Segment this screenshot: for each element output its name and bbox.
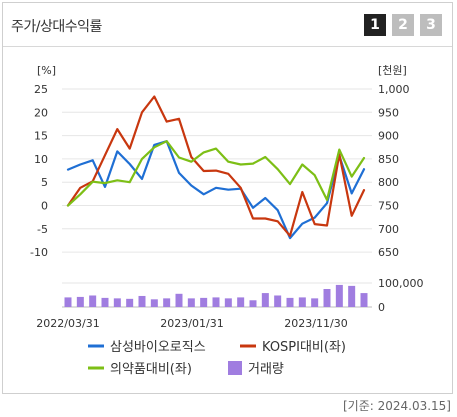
legend-label-volume: 거래량 bbox=[248, 362, 284, 377]
series-line-industry bbox=[66, 140, 366, 207]
right-tick-label: 750 bbox=[378, 200, 399, 213]
left-tick-label: 15 bbox=[34, 130, 48, 143]
tab-3[interactable]: 3 bbox=[420, 14, 442, 36]
legend-label-industry: 의약품대비(좌) bbox=[110, 362, 192, 377]
left-tick-label: 5 bbox=[41, 176, 48, 189]
volume-bar bbox=[113, 298, 121, 307]
left-tick-label: 0 bbox=[41, 200, 48, 213]
volume-bar bbox=[298, 297, 306, 307]
volume-bar bbox=[175, 293, 183, 307]
volume-bar bbox=[360, 293, 368, 307]
left-tick-label: 10 bbox=[34, 153, 48, 166]
volume-tick-label: 100,000 bbox=[378, 277, 424, 290]
volume-bar bbox=[348, 285, 356, 307]
volume-bar bbox=[126, 298, 134, 307]
volume-bar bbox=[76, 296, 84, 307]
right-tick-label: 650 bbox=[378, 246, 399, 259]
volume-bar bbox=[224, 298, 232, 307]
legend-label-kospi: KOSPI대비(좌) bbox=[262, 340, 346, 355]
volume-bar bbox=[274, 295, 282, 307]
volume-bar bbox=[261, 293, 269, 307]
series-line-stock bbox=[66, 140, 366, 240]
volume-bar bbox=[249, 300, 257, 307]
volume-bar bbox=[163, 298, 171, 307]
right-tick-label: 950 bbox=[378, 106, 399, 119]
base-date: [기준: 2024.03.15] bbox=[342, 399, 451, 413]
volume-bar bbox=[212, 297, 220, 307]
volume-bar bbox=[64, 297, 72, 307]
panel-header: 주가/상대수익률 1 2 3 bbox=[3, 3, 452, 47]
legend-label-stock: 삼성바이오로직스 bbox=[110, 340, 206, 355]
left-axis-unit: [%] bbox=[37, 64, 56, 77]
right-tick-label: 850 bbox=[378, 153, 399, 166]
left-tick-label: 20 bbox=[34, 106, 48, 119]
right-axis-unit: [천원] bbox=[378, 63, 407, 77]
volume-bar bbox=[335, 284, 343, 307]
x-tick-label: 2023/11/30 bbox=[284, 317, 347, 330]
volume-bar bbox=[237, 297, 245, 307]
tab-1[interactable]: 1 bbox=[364, 14, 386, 36]
volume-bar bbox=[138, 295, 146, 307]
panel-title: 주가/상대수익률 bbox=[11, 19, 102, 35]
volume-bar bbox=[101, 297, 109, 307]
volume-bar bbox=[311, 298, 319, 307]
right-tick-label: 800 bbox=[378, 176, 399, 189]
volume-bar bbox=[200, 297, 208, 307]
x-tick-label: 2023/01/31 bbox=[160, 317, 223, 330]
legend-swatch-volume bbox=[228, 361, 242, 375]
left-tick-label: -10 bbox=[30, 246, 48, 259]
series-line-kospi bbox=[66, 95, 366, 237]
right-tick-label: 1,000 bbox=[378, 83, 410, 96]
tab-2[interactable]: 2 bbox=[392, 14, 414, 36]
volume-bar bbox=[323, 289, 331, 307]
x-tick-label: 2022/03/31 bbox=[36, 317, 99, 330]
left-tick-label: 25 bbox=[34, 83, 48, 96]
volume-tick-label: 0 bbox=[378, 301, 385, 314]
right-tick-label: 700 bbox=[378, 223, 399, 236]
volume-bar bbox=[150, 299, 158, 307]
volume-bar bbox=[89, 295, 97, 307]
volume-bar bbox=[286, 297, 294, 307]
volume-bar bbox=[187, 298, 195, 307]
right-tick-label: 900 bbox=[378, 130, 399, 143]
left-tick-label: -5 bbox=[37, 223, 48, 236]
period-tabs: 1 2 3 bbox=[364, 14, 442, 36]
